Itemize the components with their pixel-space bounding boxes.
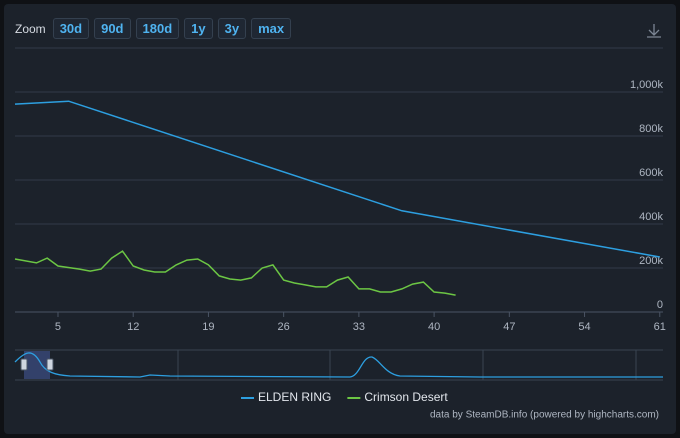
navigator-handle[interactable] xyxy=(20,358,28,371)
navigator-series xyxy=(14,352,663,378)
x-tick-label: 19 xyxy=(202,321,214,333)
download-icon[interactable] xyxy=(647,24,661,38)
credit[interactable]: data by SteamDB.info (powered by highcha… xyxy=(430,410,659,421)
zoom-button[interactable]: 90d xyxy=(94,18,131,39)
x-tick-label: 26 xyxy=(278,321,290,333)
series-line xyxy=(14,250,456,296)
zoom-label: Zoom xyxy=(15,21,46,36)
x-tick-label: 40 xyxy=(428,321,440,333)
legend-label[interactable]: ELDEN RING xyxy=(258,390,331,404)
zoom-bar: Zoom 30d 90d 180d 1y 3y max xyxy=(15,18,292,39)
panel xyxy=(4,4,676,434)
navigator-handle[interactable] xyxy=(46,358,54,371)
x-tick-label: 33 xyxy=(353,321,365,333)
y-tick-label: 1,000k xyxy=(630,79,664,91)
y-tick-label: 400k xyxy=(639,211,663,223)
series-line xyxy=(14,100,660,258)
zoom-button[interactable]: 3y xyxy=(217,18,247,39)
y-tick-label: 600k xyxy=(639,167,663,179)
y-tick-label: 0 xyxy=(657,299,663,311)
x-tick-label: 12 xyxy=(127,321,139,333)
x-tick-label: 54 xyxy=(578,321,590,333)
x-tick-label: 61 xyxy=(654,321,666,333)
zoom-button[interactable]: 180d xyxy=(135,18,180,39)
navigator-mask[interactable] xyxy=(24,351,50,379)
download-glyph xyxy=(647,24,661,38)
x-tick-label: 5 xyxy=(55,321,61,333)
legend-label[interactable]: Crimson Desert xyxy=(364,390,448,404)
y-tick-label: 200k xyxy=(639,255,663,267)
zoom-button[interactable]: 30d xyxy=(52,18,90,39)
y-tick-label: 800k xyxy=(639,123,663,135)
zoom-button[interactable]: max xyxy=(251,18,292,39)
x-tick-label: 47 xyxy=(503,321,515,333)
zoom-button[interactable]: 1y xyxy=(184,18,213,39)
